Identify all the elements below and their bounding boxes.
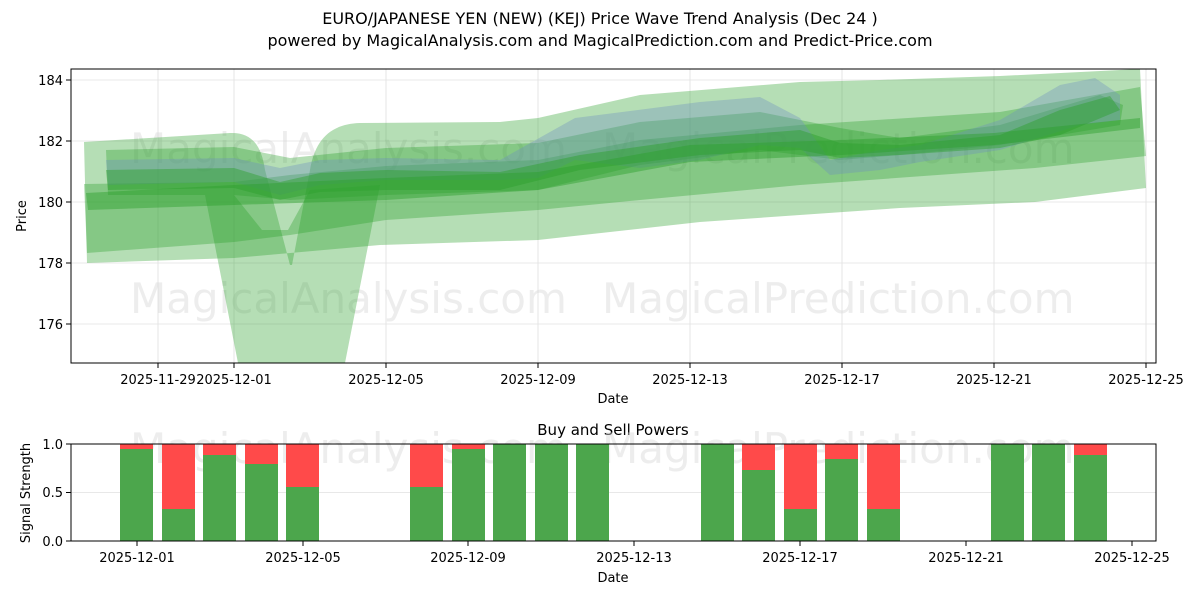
- bar-2025-12-22: [991, 444, 1024, 541]
- chart-subtitle: powered by MagicalAnalysis.com and Magic…: [267, 31, 933, 50]
- x-tick-label: 2025-12-25: [1108, 373, 1184, 388]
- x-tick-label: 2025-11-29: [120, 373, 196, 388]
- y-axis-label: Price: [15, 200, 30, 232]
- x-axis-ticks: 2025-11-29 2025-12-01 2025-12-05 2025-12…: [120, 363, 1184, 388]
- x-tick-label: 2025-12-13: [596, 551, 672, 566]
- x-tick-label: 2025-12-01: [196, 373, 272, 388]
- y-tick-label: 182: [38, 135, 63, 150]
- bar-2025-12-17: [784, 444, 817, 541]
- bar-2025-12-12: [576, 444, 609, 541]
- bar-2025-12-23: [1032, 444, 1065, 541]
- x-tick-label: 2025-12-05: [265, 551, 341, 566]
- y-axis-label: Signal Strength: [19, 443, 34, 543]
- bar-2025-12-01: [120, 444, 153, 541]
- x-tick-label: 2025-12-17: [762, 551, 838, 566]
- x-axis-label: Date: [597, 392, 628, 407]
- x-tick-label: 2025-12-01: [99, 551, 175, 566]
- bar-2025-12-11: [535, 444, 568, 541]
- x-tick-label: 2025-12-05: [348, 373, 424, 388]
- y-tick-label: 176: [38, 318, 63, 333]
- x-axis-ticks: 2025-12-01 2025-12-05 2025-12-09 2025-12…: [99, 541, 1170, 566]
- grid-lines: [71, 69, 1156, 363]
- watermark-text: MagicalPrediction.com: [602, 274, 1075, 323]
- y-tick-label: 184: [38, 74, 63, 89]
- bar-2025-12-15: [701, 444, 734, 541]
- wave-bands: [84, 69, 1146, 363]
- y-tick-label: 1.0: [42, 438, 63, 453]
- x-tick-label: 2025-12-21: [928, 551, 1004, 566]
- price-chart: MagicalAnalysis.com MagicalPrediction.co…: [15, 68, 1184, 407]
- bar-2025-12-04: [245, 444, 278, 541]
- bar-2025-12-24: [1074, 444, 1107, 541]
- y-tick-label: 178: [38, 257, 63, 272]
- bar-2025-12-16: [742, 444, 775, 541]
- x-tick-label: 2025-12-25: [1094, 551, 1170, 566]
- bar-2025-12-05: [286, 444, 319, 541]
- y-axis-ticks: 1.0 0.5 0.0: [42, 438, 71, 550]
- y-tick-label: 180: [38, 196, 63, 211]
- x-tick-label: 2025-12-09: [430, 551, 506, 566]
- bar-2025-12-02: [162, 444, 195, 541]
- buy-sell-chart: Buy and Sell Powers MagicalAnalysis.com …: [19, 421, 1170, 586]
- y-tick-label: 0.5: [42, 486, 63, 501]
- x-tick-label: 2025-12-09: [500, 373, 576, 388]
- bar-2025-12-18: [825, 444, 858, 541]
- buy-sell-title: Buy and Sell Powers: [537, 421, 689, 439]
- watermark-text: MagicalAnalysis.com: [130, 124, 567, 173]
- y-axis-ticks: 184 182 180 178 176: [38, 74, 71, 333]
- bar-2025-12-10: [493, 444, 526, 541]
- x-tick-label: 2025-12-13: [652, 373, 728, 388]
- watermark-group: MagicalAnalysis.com MagicalPrediction.co…: [130, 124, 1075, 323]
- y-tick-label: 0.0: [42, 535, 63, 550]
- bar-2025-12-03: [203, 444, 236, 541]
- x-axis-label: Date: [597, 571, 628, 586]
- chart-title: EURO/JAPANESE YEN (NEW) (KEJ) Price Wave…: [322, 9, 878, 28]
- watermark-text: MagicalAnalysis.com: [130, 274, 567, 323]
- watermark-text: MagicalPrediction.com: [602, 124, 1075, 173]
- bars: [120, 444, 1107, 541]
- bar-2025-12-09: [452, 444, 485, 541]
- x-tick-label: 2025-12-17: [804, 373, 880, 388]
- bar-2025-12-08: [410, 444, 443, 541]
- x-tick-label: 2025-12-21: [956, 373, 1032, 388]
- bar-2025-12-19: [867, 444, 900, 541]
